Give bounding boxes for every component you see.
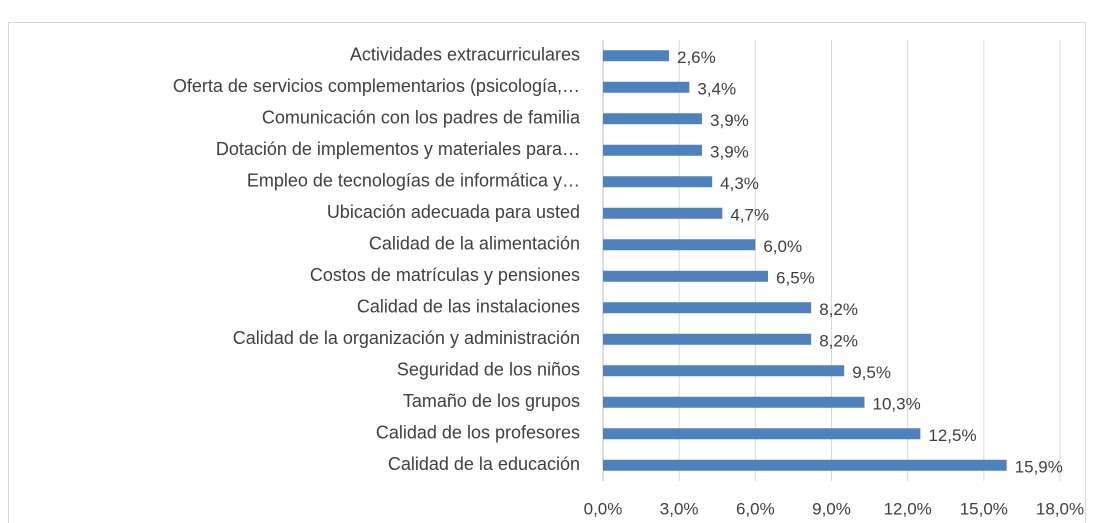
bar [603,270,769,282]
bar [603,50,670,62]
y-tick-label: Tamaño de los grupos [403,391,580,411]
y-tick-label: Calidad de la organización y administrac… [233,328,580,348]
x-tick-label: 12,0% [884,499,932,518]
bar [603,239,756,251]
data-label: 4,7% [730,206,769,225]
x-tick-label: 15,0% [960,499,1008,518]
bar [603,428,921,440]
y-tick-label: Costos de matrículas y pensiones [310,265,580,285]
y-tick-label: Empleo de tecnologías de informática y… [247,171,580,191]
data-label: 2,6% [677,48,716,67]
y-tick-label: Dotación de implementos y materiales par… [216,139,580,159]
bar [603,365,845,377]
data-label: 6,5% [776,269,815,288]
y-tick-label: Calidad de las instalaciones [357,297,580,317]
bar [603,396,865,408]
x-tick-label: 3,0% [660,499,699,518]
bar [603,459,1007,471]
data-label: 3,9% [710,143,749,162]
bar [603,333,812,345]
y-tick-label: Calidad de la educación [388,454,580,474]
y-tick-label: Actividades extracurriculares [350,45,580,65]
data-label: 3,4% [697,80,736,99]
data-label: 4,3% [720,174,759,193]
y-tick-label: Calidad de la alimentación [369,234,580,254]
data-label: 6,0% [763,237,802,256]
y-tick-label: Comunicación con los padres de familia [262,108,581,128]
x-tick-label: 0,0% [584,499,623,518]
bar [603,176,713,188]
y-tick-label: Seguridad de los niños [397,360,580,380]
bar [603,81,690,93]
x-tick-label: 18,0% [1036,499,1084,518]
bar [603,207,723,219]
data-label: 9,5% [852,363,891,382]
chart-border [8,22,1086,523]
x-tick-label: 9,0% [812,499,851,518]
data-label: 12,5% [928,426,976,445]
data-label: 8,2% [819,300,858,319]
y-tick-label: Ubicación adecuada para usted [327,202,580,222]
bar [603,302,812,314]
data-label: 15,9% [1015,458,1063,477]
x-tick-label: 6,0% [736,499,775,518]
y-tick-label: Calidad de los profesores [376,423,580,443]
bar [603,144,703,156]
bar [603,113,703,125]
y-tick-label: Oferta de servicios complementarios (psi… [173,76,580,96]
data-label: 8,2% [819,332,858,351]
data-label: 10,3% [873,395,921,414]
data-label: 3,9% [710,111,749,130]
